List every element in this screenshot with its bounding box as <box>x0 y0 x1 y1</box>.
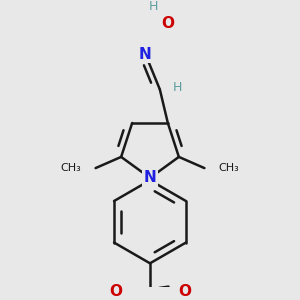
Text: N: N <box>139 47 152 62</box>
Text: O: O <box>178 284 191 299</box>
Text: H: H <box>149 0 158 13</box>
Text: CH₃: CH₃ <box>219 163 239 173</box>
Text: H: H <box>173 81 182 94</box>
Text: O: O <box>109 284 122 299</box>
Text: N: N <box>144 170 156 185</box>
Text: O: O <box>161 16 174 32</box>
Text: CH₃: CH₃ <box>61 163 81 173</box>
